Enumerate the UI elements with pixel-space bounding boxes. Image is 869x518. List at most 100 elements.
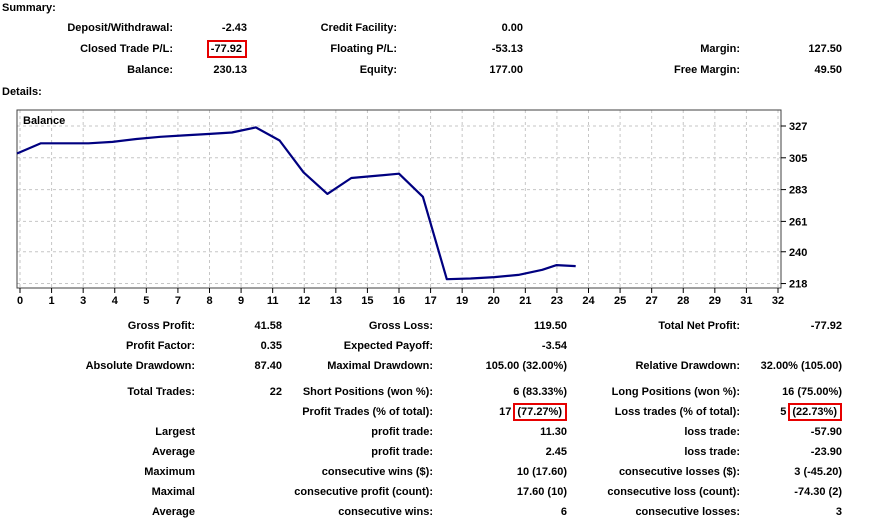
stat-label: consecutive wins ($):: [321, 466, 433, 478]
stat-value-highlighted: 5 (22.73%): [740, 402, 842, 422]
loss-trades-count: 5: [780, 406, 787, 418]
stat-value: [195, 402, 282, 422]
summary-value: [740, 18, 842, 39]
svg-text:17: 17: [424, 295, 436, 307]
stat-label: loss trade:: [684, 446, 740, 458]
stat-value: [740, 336, 842, 356]
stat-value: [195, 442, 282, 462]
highlight-box: -77.92: [206, 40, 247, 59]
summary-label: Equity:: [359, 64, 397, 76]
summary-label: Free Margin:: [673, 64, 740, 76]
stat-label: consecutive profit (count):: [294, 486, 433, 498]
table-row: Gross Profit: 41.58 Gross Loss: 119.50 T…: [0, 316, 842, 336]
table-row: Profit Factor: 0.35 Expected Payoff: -3.…: [0, 336, 842, 356]
stat-label: Profit Trades (% of total):: [302, 406, 433, 418]
table-row: Average profit trade: 2.45 loss trade: -…: [0, 442, 842, 462]
svg-text:3: 3: [80, 295, 86, 307]
svg-text:32: 32: [772, 295, 784, 307]
svg-text:16: 16: [393, 295, 405, 307]
stat-label: Average: [151, 506, 195, 518]
stat-label: Long Positions (won %):: [611, 386, 740, 398]
stat-value: 6 (83.33%): [513, 386, 567, 398]
stat-value: 17.60 (10): [516, 486, 567, 498]
stats-table-bottom: Total Trades: 22 Short Positions (won %)…: [0, 382, 842, 518]
svg-text:27: 27: [646, 295, 658, 307]
stat-label: Profit Factor:: [125, 340, 195, 352]
summary-label: Margin:: [700, 43, 740, 55]
summary-value: -53.13: [491, 43, 523, 55]
svg-text:9: 9: [238, 295, 244, 307]
table-row: Balance: 230.13 Equity: 177.00 Free Marg…: [0, 60, 842, 81]
stat-value: 22: [269, 386, 282, 398]
svg-text:4: 4: [112, 295, 119, 307]
highlight-box: (77.27%): [513, 403, 567, 422]
summary-label: Credit Facility:: [320, 22, 397, 34]
stat-value: -3.54: [541, 340, 567, 352]
svg-text:12: 12: [298, 295, 310, 307]
svg-text:29: 29: [709, 295, 721, 307]
stat-label: Loss trades (% of total):: [614, 406, 740, 418]
chart-legend-balance: Balance: [23, 115, 65, 127]
stat-label: Absolute Drawdown:: [85, 360, 195, 372]
stat-label: Total Trades:: [127, 386, 195, 398]
stat-label: Expected Payoff:: [343, 340, 433, 352]
stat-label: Gross Profit:: [127, 320, 195, 332]
highlight-box: (22.73%): [788, 403, 842, 422]
balance-chart: 327 305 283 261 240 218 0 1 3 4 5 7 8 9 11 12 13 15 16 17 1…: [0, 100, 869, 315]
table-row: Maximum consecutive wins ($): 10 (17.60)…: [0, 462, 842, 482]
stat-label: [0, 402, 195, 422]
stat-value: 2.45: [545, 446, 567, 458]
svg-text:261: 261: [789, 216, 807, 228]
stat-label: consecutive loss (count):: [607, 486, 740, 498]
table-row: Maximal consecutive profit (count): 17.6…: [0, 482, 842, 502]
summary-label: [523, 18, 740, 39]
stat-label: consecutive losses:: [635, 506, 740, 518]
stat-label: consecutive losses ($):: [618, 466, 740, 478]
svg-text:0: 0: [17, 295, 23, 307]
summary-title: Summary:: [2, 2, 56, 14]
summary-table: Deposit/Withdrawal: -2.43 Credit Facilit…: [0, 18, 842, 81]
summary-label: Deposit/Withdrawal:: [67, 22, 173, 34]
stats-table-top: Gross Profit: 41.58 Gross Loss: 119.50 T…: [0, 316, 842, 376]
stat-label: Average: [151, 446, 195, 458]
summary-label: Closed Trade P/L:: [80, 43, 173, 55]
summary-value: 127.50: [808, 43, 842, 55]
profit-trades-count: 17: [499, 406, 512, 418]
svg-text:13: 13: [330, 295, 342, 307]
loss-trades-percent: (22.73%): [792, 406, 837, 419]
table-row: Largest profit trade: 11.30 loss trade: …: [0, 422, 842, 442]
stat-label: Maximal Drawdown:: [327, 360, 433, 372]
svg-text:7: 7: [175, 295, 181, 307]
svg-text:15: 15: [361, 295, 373, 307]
svg-text:327: 327: [789, 121, 807, 133]
summary-value: 0.00: [501, 22, 523, 34]
stat-label: [567, 336, 740, 356]
svg-text:25: 25: [614, 295, 626, 307]
stat-value: -57.90: [810, 426, 842, 438]
stat-value: [195, 422, 282, 442]
stat-value: 6: [560, 506, 567, 518]
summary-label: Floating P/L:: [330, 43, 397, 55]
chart-tick-marks: [19, 125, 786, 293]
stat-label: Relative Drawdown:: [635, 360, 740, 372]
closed-trade-pl-value: -77.92: [210, 43, 242, 56]
stat-value: 41.58: [254, 320, 282, 332]
stat-label: Largest: [155, 426, 195, 438]
svg-text:5: 5: [143, 295, 149, 307]
stat-value: 3: [835, 506, 842, 518]
stat-label: Total Net Profit:: [658, 320, 740, 332]
table-row: Average consecutive wins: 6 consecutive …: [0, 502, 842, 518]
table-row: Total Trades: 22 Short Positions (won %)…: [0, 382, 842, 402]
table-row: Profit Trades (% of total): 17 (77.27%) L…: [0, 402, 842, 422]
stat-value: [195, 462, 282, 482]
stat-label: Gross Loss:: [368, 320, 433, 332]
stat-value: 105.00 (32.00%): [485, 360, 567, 372]
svg-text:24: 24: [582, 295, 595, 307]
svg-text:11: 11: [267, 295, 279, 307]
stat-value: 119.50: [533, 320, 567, 332]
summary-value: -2.43: [221, 22, 247, 34]
stat-value: 11.30: [540, 426, 567, 438]
stat-value: 0.35: [260, 340, 282, 352]
